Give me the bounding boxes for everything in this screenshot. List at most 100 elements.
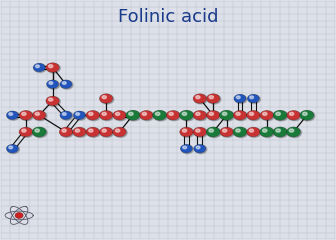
- Circle shape: [194, 111, 208, 121]
- Circle shape: [183, 146, 186, 149]
- Circle shape: [300, 110, 314, 120]
- Circle shape: [261, 111, 275, 121]
- Circle shape: [248, 111, 261, 121]
- Circle shape: [61, 81, 73, 89]
- Circle shape: [196, 129, 200, 132]
- Circle shape: [180, 127, 193, 137]
- Circle shape: [9, 146, 13, 149]
- Circle shape: [289, 129, 294, 132]
- Circle shape: [193, 127, 207, 137]
- Circle shape: [139, 110, 153, 120]
- Circle shape: [99, 94, 113, 103]
- Circle shape: [182, 129, 187, 132]
- Circle shape: [195, 145, 207, 154]
- Circle shape: [74, 112, 86, 120]
- Circle shape: [7, 145, 19, 154]
- Circle shape: [167, 111, 181, 121]
- Circle shape: [179, 110, 194, 120]
- Circle shape: [250, 96, 254, 99]
- Circle shape: [236, 112, 240, 115]
- Circle shape: [180, 111, 195, 121]
- Circle shape: [248, 128, 261, 138]
- Circle shape: [209, 112, 213, 115]
- Circle shape: [22, 112, 26, 115]
- Circle shape: [62, 129, 66, 132]
- Circle shape: [34, 111, 47, 121]
- Circle shape: [46, 96, 59, 106]
- Circle shape: [288, 128, 301, 138]
- Circle shape: [47, 80, 58, 89]
- Circle shape: [182, 112, 187, 115]
- Circle shape: [102, 129, 107, 132]
- Circle shape: [260, 110, 274, 120]
- Circle shape: [62, 82, 66, 84]
- Circle shape: [194, 95, 208, 104]
- Circle shape: [87, 111, 100, 121]
- Circle shape: [20, 111, 34, 121]
- Circle shape: [99, 110, 113, 120]
- Circle shape: [219, 110, 234, 120]
- Circle shape: [33, 63, 45, 72]
- Circle shape: [127, 111, 141, 121]
- Circle shape: [35, 129, 39, 132]
- Circle shape: [6, 111, 18, 120]
- Circle shape: [100, 128, 114, 138]
- Circle shape: [249, 112, 254, 115]
- Circle shape: [196, 112, 200, 115]
- Circle shape: [35, 112, 39, 115]
- Circle shape: [196, 96, 200, 99]
- Circle shape: [59, 127, 73, 137]
- Circle shape: [87, 128, 100, 138]
- Circle shape: [73, 111, 85, 120]
- Circle shape: [60, 128, 74, 138]
- Circle shape: [47, 97, 60, 106]
- Circle shape: [7, 112, 19, 120]
- Circle shape: [303, 112, 307, 115]
- Circle shape: [142, 112, 146, 115]
- Circle shape: [207, 94, 220, 103]
- Circle shape: [113, 110, 126, 120]
- Circle shape: [89, 129, 93, 132]
- Text: Folinic acid: Folinic acid: [118, 8, 218, 26]
- Circle shape: [20, 128, 34, 138]
- Circle shape: [48, 65, 53, 68]
- Circle shape: [116, 129, 120, 132]
- Circle shape: [36, 65, 39, 68]
- Circle shape: [260, 127, 274, 137]
- Circle shape: [206, 127, 220, 137]
- Circle shape: [247, 94, 259, 103]
- Circle shape: [289, 112, 294, 115]
- Circle shape: [47, 63, 60, 73]
- Circle shape: [287, 127, 300, 137]
- Circle shape: [235, 95, 247, 103]
- Circle shape: [33, 128, 47, 138]
- Circle shape: [6, 144, 18, 153]
- Circle shape: [276, 112, 280, 115]
- Circle shape: [48, 98, 53, 101]
- Circle shape: [263, 112, 267, 115]
- Circle shape: [247, 110, 260, 120]
- Circle shape: [233, 110, 247, 120]
- Circle shape: [76, 113, 80, 115]
- Circle shape: [273, 127, 287, 137]
- Circle shape: [274, 111, 288, 121]
- Circle shape: [154, 111, 168, 121]
- Circle shape: [194, 128, 208, 138]
- Circle shape: [181, 128, 194, 138]
- Circle shape: [34, 64, 46, 72]
- Circle shape: [140, 111, 154, 121]
- Circle shape: [207, 128, 221, 138]
- Circle shape: [114, 111, 127, 121]
- Circle shape: [234, 94, 246, 103]
- Circle shape: [180, 144, 193, 153]
- Circle shape: [261, 128, 275, 138]
- Circle shape: [233, 127, 247, 137]
- Circle shape: [74, 128, 87, 138]
- Circle shape: [19, 127, 33, 137]
- Circle shape: [129, 112, 133, 115]
- Circle shape: [236, 96, 240, 99]
- Circle shape: [221, 128, 234, 138]
- Circle shape: [156, 112, 160, 115]
- Circle shape: [61, 112, 73, 120]
- Circle shape: [222, 129, 227, 132]
